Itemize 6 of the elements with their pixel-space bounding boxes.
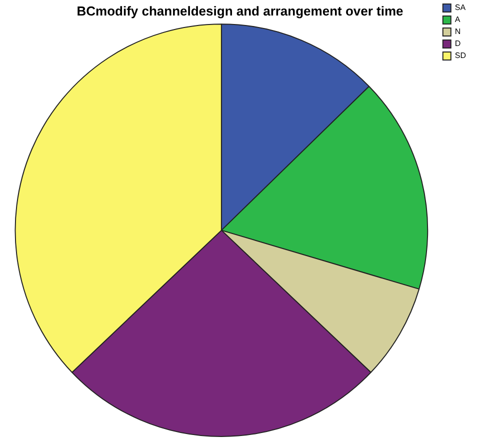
legend-label: SA [454, 3, 466, 12]
legend-label: D [454, 39, 461, 48]
legend-label: A [454, 15, 461, 24]
chart-title: BCmodify channeldesign and arrangement over time [76, 3, 404, 18]
legend-label: SD [454, 51, 466, 60]
legend-label: N [454, 27, 461, 36]
